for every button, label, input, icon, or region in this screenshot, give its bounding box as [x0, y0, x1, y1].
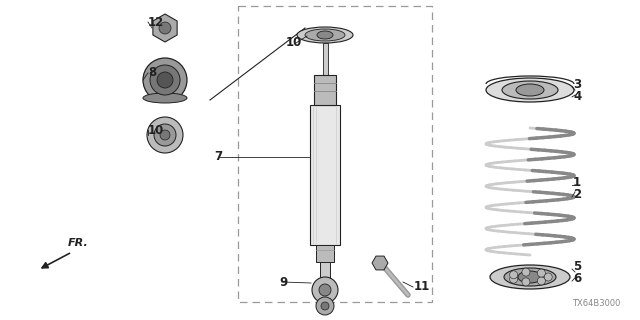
Text: 3: 3 [573, 78, 581, 92]
Text: 12: 12 [148, 15, 164, 28]
Text: 10: 10 [286, 36, 302, 50]
Circle shape [509, 271, 518, 279]
Circle shape [154, 124, 176, 146]
Circle shape [157, 72, 173, 88]
Text: 1: 1 [573, 177, 581, 189]
Polygon shape [153, 14, 177, 42]
Polygon shape [372, 256, 388, 270]
Circle shape [143, 58, 187, 102]
Circle shape [544, 273, 552, 281]
Bar [316, 245, 334, 262]
Circle shape [319, 284, 331, 296]
Ellipse shape [504, 268, 556, 286]
Bar [320, 262, 330, 280]
Bar [314, 75, 336, 105]
Text: 7: 7 [214, 150, 222, 164]
Text: 2: 2 [573, 188, 581, 202]
Text: FR.: FR. [68, 238, 89, 248]
Text: 11: 11 [414, 281, 430, 293]
Text: 8: 8 [148, 67, 156, 79]
Text: 4: 4 [573, 91, 581, 103]
Text: 5: 5 [573, 260, 581, 274]
Circle shape [522, 278, 530, 286]
Text: 10: 10 [148, 124, 164, 137]
Circle shape [522, 268, 530, 276]
Bar [238, 6, 432, 302]
Text: 6: 6 [573, 273, 581, 285]
Ellipse shape [486, 78, 574, 102]
Ellipse shape [518, 271, 542, 283]
Bar [323, 43, 328, 75]
Circle shape [321, 302, 329, 310]
Ellipse shape [305, 29, 345, 41]
Circle shape [160, 130, 170, 140]
Bar [310, 105, 340, 245]
Text: TX64B3000: TX64B3000 [572, 299, 620, 308]
Text: 9: 9 [279, 276, 287, 289]
Ellipse shape [516, 84, 544, 96]
Ellipse shape [143, 93, 187, 103]
Ellipse shape [317, 31, 333, 39]
Circle shape [509, 275, 518, 283]
Circle shape [538, 269, 545, 277]
Circle shape [538, 277, 545, 285]
Circle shape [147, 117, 183, 153]
Circle shape [150, 65, 180, 95]
Circle shape [316, 297, 334, 315]
Circle shape [159, 22, 171, 34]
Ellipse shape [502, 81, 558, 99]
Circle shape [312, 277, 338, 303]
Ellipse shape [490, 265, 570, 289]
Ellipse shape [297, 27, 353, 43]
